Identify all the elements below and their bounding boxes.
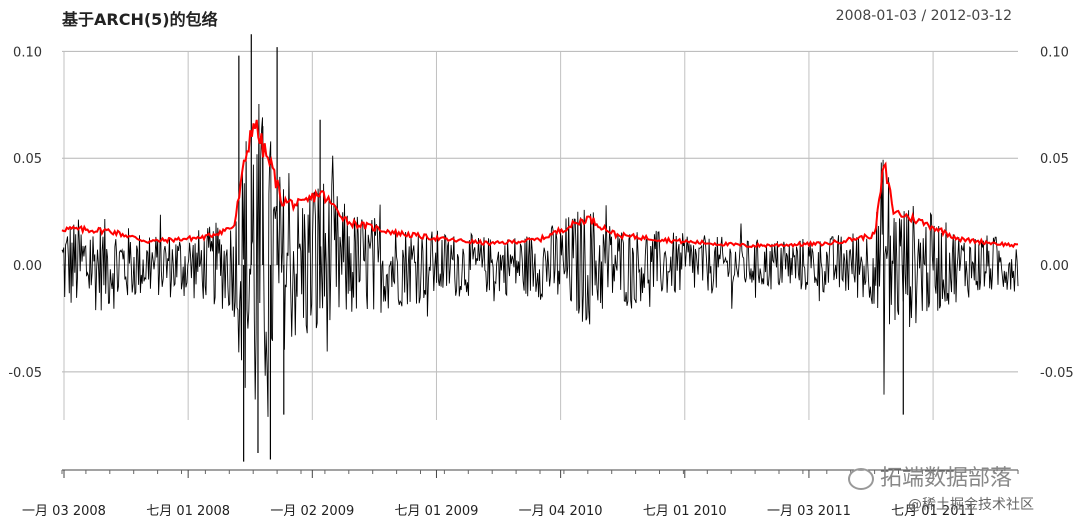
y-tick-label-left: 0.05 bbox=[13, 152, 42, 167]
envelope-series-line bbox=[61, 119, 1019, 249]
x-tick-label: 一月 03 2008 bbox=[22, 504, 106, 519]
x-tick-label: 一月 04 2010 bbox=[519, 504, 603, 519]
returns-series-line bbox=[61, 103, 1019, 417]
y-tick-label-left: 0.10 bbox=[13, 45, 42, 60]
y-tick-label-right: 0.05 bbox=[1040, 152, 1069, 167]
chart-title: 基于ARCH(5)的包络 bbox=[62, 10, 218, 29]
x-tick-label: 七月 01 2011 bbox=[891, 504, 975, 519]
y-tick-label-left: -0.05 bbox=[8, 366, 42, 381]
x-tick-label: 七月 01 2008 bbox=[146, 504, 230, 519]
x-tick-label: 七月 01 2009 bbox=[395, 504, 479, 519]
y-tick-label-right: 0.10 bbox=[1040, 45, 1069, 60]
date-range: 2008-01-03 / 2012-03-12 bbox=[835, 8, 1012, 24]
x-tick-label: 一月 02 2009 bbox=[270, 504, 354, 519]
x-tick-label: 七月 01 2010 bbox=[643, 504, 727, 519]
watermark-line2: @稀土掘金技术社区 bbox=[908, 497, 1034, 513]
watermark-line1: 拓端数据部落 bbox=[880, 466, 1013, 491]
y-tick-label-right: 0.00 bbox=[1040, 259, 1069, 274]
y-tick-label-left: 0.00 bbox=[13, 259, 42, 274]
x-tick-label: 一月 03 2011 bbox=[767, 504, 851, 519]
y-tick-label-right: -0.05 bbox=[1040, 366, 1074, 381]
watermark: 拓端数据部落 @稀土掘金技术社区 bbox=[848, 460, 1034, 514]
wechat-icon bbox=[848, 468, 874, 490]
